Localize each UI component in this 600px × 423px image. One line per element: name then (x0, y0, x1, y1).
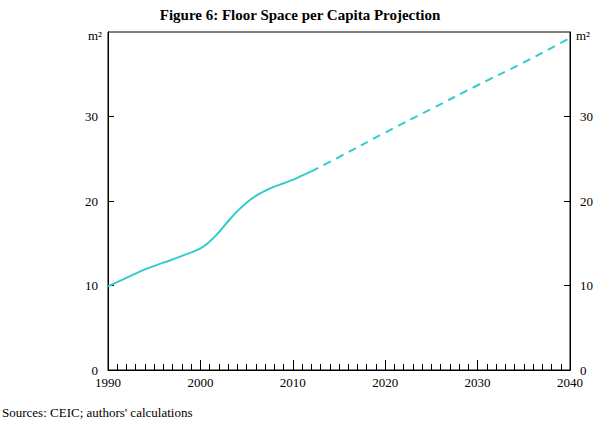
svg-text:2000: 2000 (187, 375, 213, 390)
svg-text:1990: 1990 (95, 375, 121, 390)
svg-text:Sources: CEIC; authors' calcul: Sources: CEIC; authors' calculations (2, 405, 192, 420)
svg-text:m²: m² (88, 28, 102, 43)
svg-text:20: 20 (85, 194, 98, 209)
svg-text:10: 10 (580, 278, 593, 293)
svg-text:2020: 2020 (372, 375, 398, 390)
svg-text:2040: 2040 (557, 375, 583, 390)
svg-text:20: 20 (580, 194, 593, 209)
svg-text:0: 0 (580, 362, 587, 378)
svg-text:2030: 2030 (465, 375, 491, 390)
svg-text:0: 0 (91, 362, 98, 378)
svg-text:30: 30 (580, 109, 593, 124)
svg-text:30: 30 (85, 109, 98, 124)
svg-text:2010: 2010 (280, 375, 306, 390)
svg-text:Figure 6: Floor Space per Capi: Figure 6: Floor Space per Capita Project… (160, 7, 441, 23)
svg-text:10: 10 (85, 278, 98, 293)
svg-text:m²: m² (576, 28, 590, 43)
